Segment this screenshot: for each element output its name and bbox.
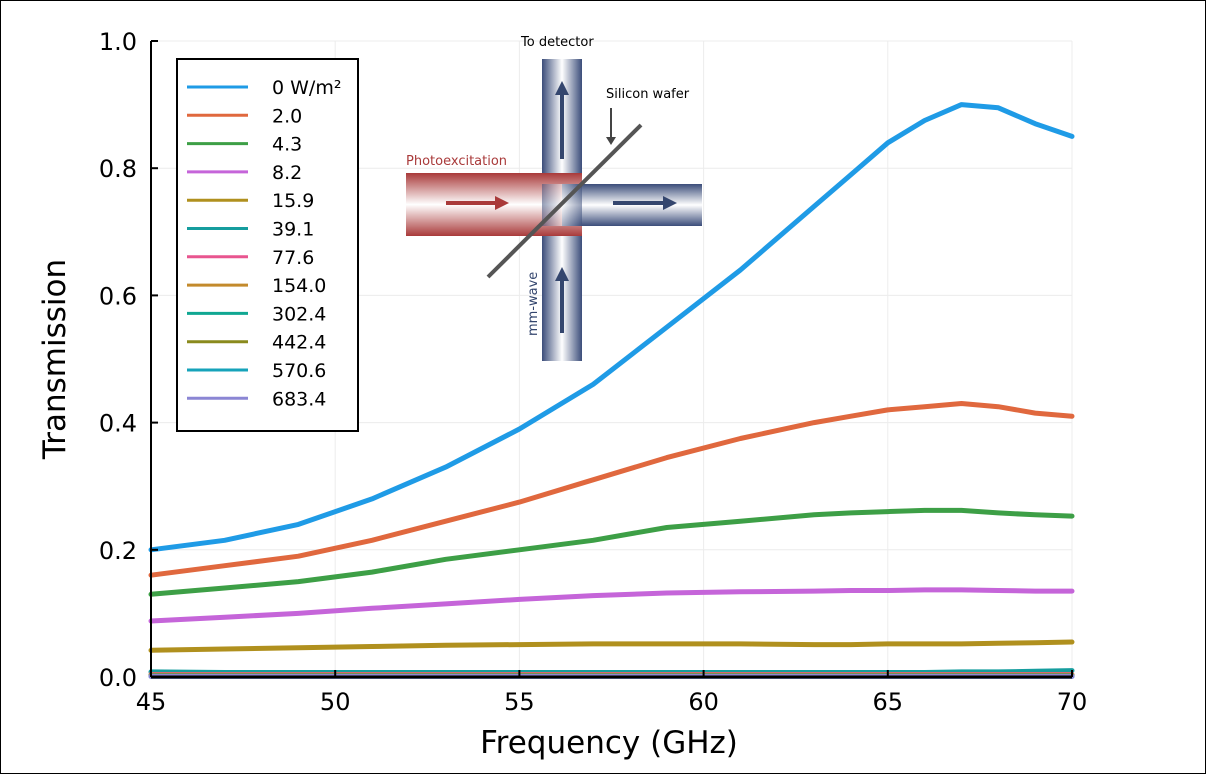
setup-inset: To detector Silicon wafer Photoexcitatio… [406,35,702,361]
legend-label-2: 4.3 [272,134,302,156]
y-axis-title: Transmission [37,259,73,460]
y-tick-label-4: 0.8 [99,155,137,183]
x-tick-label-5: 70 [1057,688,1088,716]
series-line-2 [148,507,1075,597]
silicon-wafer-line [486,123,643,279]
series-line-3 [148,587,1075,624]
x-tick-label-0: 45 [136,688,167,716]
series-line-1 [148,401,1075,578]
legend-label-10: 570.6 [272,360,326,382]
legend-label-9: 442.4 [272,332,326,354]
wafer-pointer-arrowhead [606,137,616,145]
legend-label-8: 302.4 [272,303,326,325]
legend-label-3: 8.2 [272,162,302,184]
legend-label-1: 2.0 [272,105,302,127]
photoexcitation-arrowhead [495,196,509,210]
mm-wave-label: mm-wave [526,272,541,336]
x-tick-label-2: 55 [504,688,535,716]
reflected-arrowhead [663,196,677,210]
x-tick-label-1: 50 [320,688,351,716]
legend: 0 W/m² 2.0 4.3 8.2 15.9 39.1 77.6 154.0 302.4 442… [176,58,359,432]
legend-label-4: 15.9 [272,190,314,212]
y-tick-label-5: 1.0 [99,28,137,56]
series-line-4 [148,639,1075,653]
silicon-wafer-label: Silicon wafer [606,87,690,102]
y-tick-label-2: 0.4 [99,410,137,438]
up-arrow-top-head [555,81,569,95]
y-tick-label-0: 0.0 [99,664,137,692]
axes [150,41,1072,679]
x-axis-title: Frequency (GHz) [480,725,738,761]
legend-label-11: 683.4 [272,388,326,410]
y-tick-label-3: 0.6 [99,282,137,310]
y-tick-label-1: 0.2 [99,537,137,565]
x-tick-label-3: 60 [688,688,719,716]
ticks: 45 50 55 60 65 70 0.0 0.2 0.4 0.6 0.8 1.0 [99,28,1087,716]
up-arrow-bottom-head [555,267,569,281]
legend-label-0: 0 W/m² [272,77,341,99]
legend-label-7: 154.0 [272,275,326,297]
photoexcitation-label: Photoexcitation [406,154,507,169]
series-line-0 [148,102,1075,553]
legend-label-5: 39.1 [272,219,314,241]
legend-label-6: 77.6 [272,247,314,269]
to-detector-label: To detector [520,35,594,50]
x-tick-label-4: 65 [873,688,904,716]
